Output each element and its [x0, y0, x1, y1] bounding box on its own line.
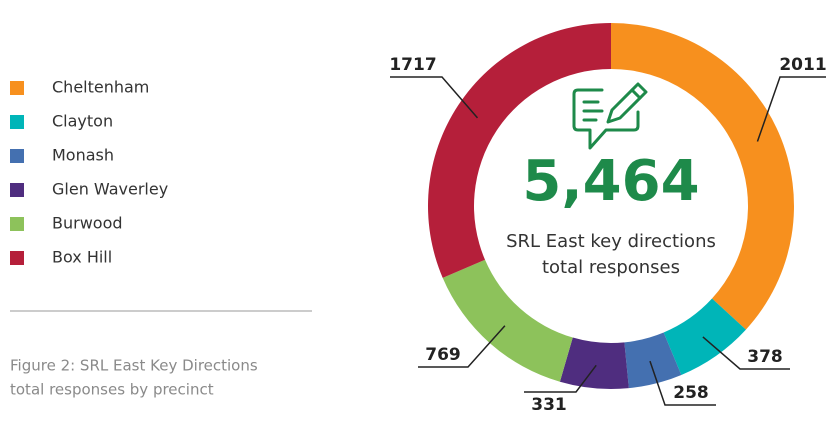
donut-segment: [663, 298, 746, 375]
leader-line: [649, 360, 716, 406]
legend-swatch: [10, 217, 24, 231]
legend-swatch: [10, 251, 24, 265]
legend-label: Clayton: [52, 112, 113, 131]
value-label: 1717: [389, 55, 436, 75]
legend-swatch: [10, 149, 24, 163]
leader-line: [390, 76, 479, 119]
leader-line: [418, 325, 506, 368]
value-label: 378: [747, 347, 783, 367]
donut-segment: [559, 337, 629, 389]
value-label: 769: [425, 345, 461, 365]
legend-swatch: [10, 183, 24, 197]
total: 5,464: [522, 149, 699, 214]
legend-swatch: [10, 115, 24, 129]
legend-label: Glen Waverley: [52, 180, 168, 199]
leader-line: [702, 336, 790, 370]
icon: [572, 82, 648, 150]
legend-label: Monash: [52, 146, 114, 165]
center-text: SRL East key directions: [506, 231, 716, 252]
caption: Figure 2: SRL East Key Directions: [10, 357, 258, 375]
value-label: 331: [531, 395, 567, 415]
caption: total responses by precinct: [10, 381, 214, 399]
leader-line: [756, 76, 826, 142]
donut-segment: [611, 23, 794, 330]
donut-segment: [428, 23, 611, 278]
value-label: 258: [673, 383, 709, 403]
legend-label: Burwood: [52, 214, 123, 233]
value-label: 2011: [779, 55, 826, 75]
center-text: total responses: [542, 257, 680, 278]
legend-swatch: [10, 81, 24, 95]
donut-segment: [624, 332, 682, 389]
leader-line: [524, 364, 597, 393]
legend-label: Cheltenham: [52, 78, 149, 97]
donut-segment: [442, 259, 573, 382]
legend-label: Box Hill: [52, 248, 112, 267]
